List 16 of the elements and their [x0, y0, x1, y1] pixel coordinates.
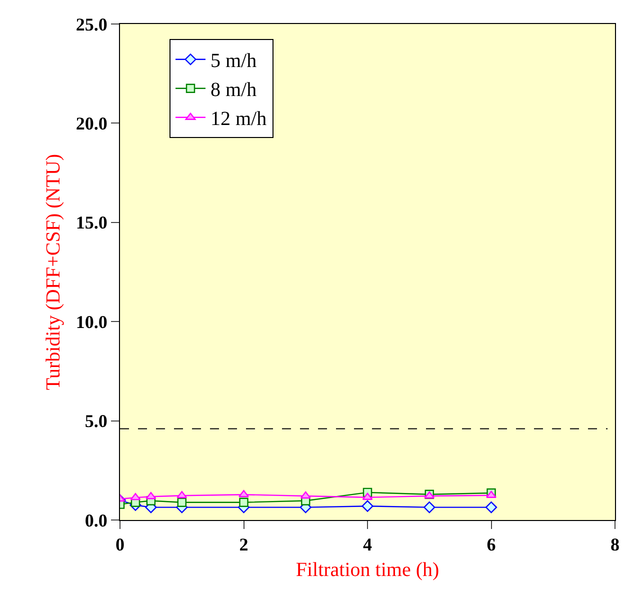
y-tick-label: 10.0 [76, 312, 108, 332]
x-tick-label: 0 [116, 534, 124, 555]
y-axis-title: Turbidity (DFF+CSF) (NTU) [42, 154, 64, 390]
y-tick-label: 5.0 [84, 411, 108, 432]
y-tick-label: 20.0 [76, 114, 108, 134]
x-tick-label: 2 [239, 534, 248, 555]
legend-label: 8 m/h [210, 79, 257, 102]
y-tick-label: 0.0 [84, 510, 108, 530]
y-tick-label: 25.0 [76, 14, 108, 34]
x-tick-label: 8 [610, 534, 620, 555]
x-tick-label: 6 [486, 534, 496, 555]
legend-label: 5 m/h [210, 50, 257, 72]
x-tick-label: 4 [363, 534, 372, 555]
legend-label: 12 m/h [210, 108, 267, 130]
x-axis-title: Filtration time (h) [296, 559, 440, 582]
y-tick-label: 15.0 [76, 212, 108, 233]
